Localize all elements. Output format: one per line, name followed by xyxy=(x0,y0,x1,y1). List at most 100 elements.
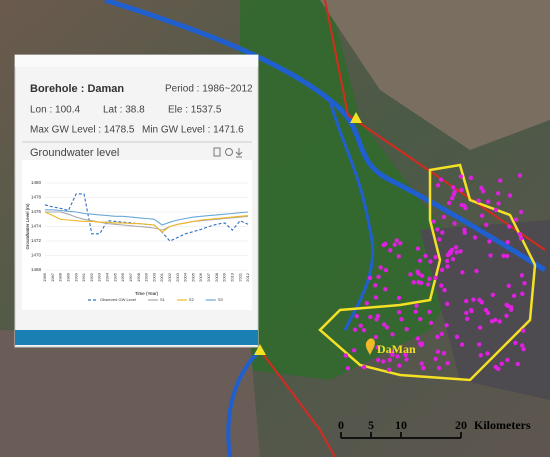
x-tick-label: 1997 xyxy=(128,272,133,282)
x-tick-label: 1989 xyxy=(65,272,70,282)
period: Period : 1986~2012 xyxy=(165,84,253,95)
x-tick-label: 1998 xyxy=(136,272,141,282)
well xyxy=(493,207,499,212)
irrigation-area xyxy=(318,163,537,382)
popup-panel: Borehole : Daman Period : 1986~2012 Lon … xyxy=(14,54,259,348)
well xyxy=(445,360,450,366)
well xyxy=(435,349,441,354)
well xyxy=(383,241,388,246)
well xyxy=(445,258,450,264)
x-tick-label: 1993 xyxy=(97,272,102,282)
x-tick-label: 2007 xyxy=(206,272,211,282)
x-tick-label: 1996 xyxy=(120,272,125,282)
boundary xyxy=(259,0,546,458)
well xyxy=(399,317,404,322)
well xyxy=(435,334,440,340)
well xyxy=(354,314,359,319)
well xyxy=(375,313,381,319)
well xyxy=(373,283,378,288)
well xyxy=(485,199,491,204)
well xyxy=(459,187,464,193)
well xyxy=(386,367,392,372)
well xyxy=(381,322,387,327)
well xyxy=(419,273,425,278)
place-label: DaMan xyxy=(377,342,416,356)
well xyxy=(518,209,524,215)
well xyxy=(464,310,469,316)
well xyxy=(504,302,509,307)
well xyxy=(519,273,525,278)
location-marker xyxy=(365,338,375,355)
well xyxy=(505,357,510,363)
well xyxy=(383,268,389,273)
ele: Ele : 1537.5 xyxy=(168,105,222,116)
well xyxy=(343,353,349,358)
well xyxy=(441,214,447,220)
max-level: Max GW Level : 1478.5 xyxy=(30,125,135,136)
well xyxy=(472,235,478,240)
icon-refresh[interactable] xyxy=(225,148,233,156)
well xyxy=(415,246,421,251)
x-tick-label: 2008 xyxy=(214,272,219,282)
well xyxy=(468,175,474,180)
well xyxy=(439,267,445,273)
series-line xyxy=(45,209,249,226)
x-tick-label: 2011 xyxy=(237,272,242,281)
well xyxy=(411,280,416,285)
well xyxy=(431,219,437,224)
well xyxy=(433,275,438,280)
x-tick-label: 2002 xyxy=(167,272,172,282)
well xyxy=(450,185,456,190)
desert xyxy=(320,0,550,150)
well xyxy=(505,240,510,245)
panel-top xyxy=(15,55,258,67)
well xyxy=(437,237,442,242)
well xyxy=(517,232,523,237)
well xyxy=(464,298,469,304)
well xyxy=(478,353,483,358)
well xyxy=(504,313,509,318)
well xyxy=(396,295,402,301)
well xyxy=(361,365,367,370)
well xyxy=(459,202,464,208)
icon-doc[interactable] xyxy=(213,147,221,157)
series-line xyxy=(45,211,249,231)
well xyxy=(419,361,424,366)
well xyxy=(413,309,418,314)
well xyxy=(392,242,397,247)
well xyxy=(417,258,423,263)
y-tick-label: 1478 xyxy=(31,195,42,200)
well xyxy=(415,269,420,274)
wells xyxy=(343,173,527,372)
well xyxy=(414,303,419,308)
well xyxy=(487,239,492,244)
lat: Lat : 38.8 xyxy=(103,105,145,116)
well xyxy=(373,334,379,340)
well xyxy=(451,192,457,197)
well xyxy=(498,178,503,183)
x-tick-label: 1988 xyxy=(58,272,63,282)
well xyxy=(442,287,447,293)
well xyxy=(390,352,395,358)
chart-bg xyxy=(22,160,252,310)
well xyxy=(450,256,456,262)
well xyxy=(441,351,447,356)
x-tick-label: 2012 xyxy=(245,272,250,282)
well xyxy=(404,327,409,332)
well xyxy=(383,287,388,292)
series-line xyxy=(44,211,249,234)
legend-label: Observed GW Level xyxy=(100,297,136,302)
well xyxy=(469,308,474,313)
y-tick-label: 1480 xyxy=(31,180,42,185)
well xyxy=(397,363,402,368)
river xyxy=(104,0,547,273)
well xyxy=(521,347,526,352)
well xyxy=(477,297,482,303)
icon-download[interactable] xyxy=(235,148,243,158)
well xyxy=(479,185,484,191)
well xyxy=(415,336,420,341)
well xyxy=(521,328,526,333)
well xyxy=(481,189,486,194)
well xyxy=(462,230,467,235)
well xyxy=(433,356,438,362)
